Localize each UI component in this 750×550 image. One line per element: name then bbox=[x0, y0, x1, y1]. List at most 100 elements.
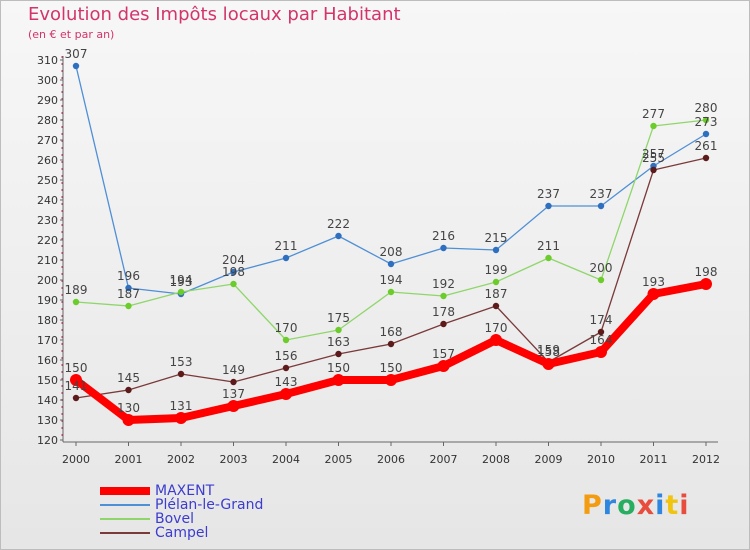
data-point bbox=[492, 302, 500, 310]
x-tick-label: 2007 bbox=[430, 453, 458, 466]
chart-title: Evolution des Impôts locaux par Habitant bbox=[28, 4, 401, 25]
logo-letter: r bbox=[602, 490, 618, 521]
x-tick-label: 2004 bbox=[272, 453, 300, 466]
data-point bbox=[230, 268, 237, 276]
y-tick-label: 200 bbox=[37, 274, 58, 287]
data-point bbox=[650, 122, 657, 130]
legend-swatch-campel bbox=[100, 532, 150, 534]
data-label: 187 bbox=[117, 287, 140, 301]
data-label: 149 bbox=[222, 363, 245, 377]
data-label: 208 bbox=[380, 245, 403, 259]
data-point bbox=[702, 154, 710, 162]
y-tick-label: 270 bbox=[37, 134, 58, 147]
data-point bbox=[230, 378, 237, 386]
data-point bbox=[177, 370, 185, 378]
data-point bbox=[335, 350, 342, 358]
data-label: 130 bbox=[117, 401, 140, 415]
data-label: 280 bbox=[695, 101, 718, 115]
y-tick-label: 240 bbox=[37, 194, 58, 207]
data-label: 178 bbox=[432, 305, 455, 319]
data-label: 153 bbox=[170, 355, 193, 369]
logo-letter: x bbox=[636, 490, 656, 521]
y-tick-label: 280 bbox=[37, 114, 58, 127]
data-label: 261 bbox=[695, 139, 718, 153]
data-label: 200 bbox=[590, 261, 613, 275]
data-point bbox=[335, 232, 342, 240]
y-tick-label: 120 bbox=[37, 434, 58, 447]
data-point bbox=[282, 254, 290, 262]
y-tick-label: 210 bbox=[37, 254, 58, 267]
data-label: 150 bbox=[327, 361, 350, 375]
data-label: 143 bbox=[275, 375, 298, 389]
data-label: 174 bbox=[590, 313, 613, 327]
data-label: 277 bbox=[642, 107, 665, 121]
y-tick-label: 140 bbox=[37, 394, 58, 407]
data-point bbox=[437, 360, 450, 372]
data-label: 222 bbox=[327, 217, 350, 231]
y-tick-label: 260 bbox=[37, 154, 58, 167]
data-label: 156 bbox=[275, 349, 298, 363]
data-point bbox=[177, 288, 185, 296]
data-label: 164 bbox=[590, 333, 613, 347]
data-point bbox=[385, 374, 397, 386]
data-label: 193 bbox=[170, 275, 193, 289]
legend-swatch-bovel bbox=[100, 518, 150, 520]
x-tick-label: 2006 bbox=[377, 453, 405, 466]
series-line-Plélan-le-Grand bbox=[75, 65, 707, 295]
data-label: 273 bbox=[695, 115, 718, 129]
data-point bbox=[440, 292, 447, 300]
legend-label-plelan: Plélan-le-Grand bbox=[155, 497, 264, 513]
data-label: 159 bbox=[537, 343, 560, 357]
data-point bbox=[72, 298, 80, 306]
data-label: 145 bbox=[117, 371, 140, 385]
data-point bbox=[125, 284, 132, 292]
data-point bbox=[335, 326, 342, 334]
data-point bbox=[595, 346, 607, 358]
data-label: 157 bbox=[432, 347, 455, 361]
data-point bbox=[702, 116, 710, 124]
data-label: 199 bbox=[485, 263, 508, 277]
data-label: 237 bbox=[537, 187, 560, 201]
logo-letter: o bbox=[617, 490, 637, 521]
data-label: 168 bbox=[380, 325, 403, 339]
proxiti-logo: Proxiti bbox=[582, 490, 690, 521]
data-point bbox=[230, 280, 237, 288]
data-point bbox=[125, 386, 132, 394]
data-point bbox=[597, 202, 605, 210]
chart-subtitle: (en € et par an) bbox=[28, 28, 115, 41]
data-label: 196 bbox=[117, 269, 140, 283]
data-label: 237 bbox=[590, 187, 613, 201]
data-point bbox=[597, 328, 605, 336]
data-label: 257 bbox=[642, 147, 665, 161]
data-point bbox=[545, 254, 552, 262]
data-label: 163 bbox=[327, 335, 350, 349]
data-label: 131 bbox=[170, 399, 193, 413]
data-point bbox=[332, 374, 345, 386]
data-point bbox=[492, 278, 500, 286]
data-point bbox=[700, 278, 712, 290]
data-point bbox=[440, 320, 447, 328]
data-label: 194 bbox=[380, 273, 403, 287]
data-point bbox=[282, 336, 290, 344]
logo-letter: t bbox=[665, 490, 680, 521]
data-point bbox=[282, 364, 290, 372]
data-point bbox=[387, 288, 395, 296]
x-tick-label: 2008 bbox=[482, 453, 510, 466]
y-tick-label: 230 bbox=[37, 214, 58, 227]
data-label: 204 bbox=[222, 253, 245, 267]
legend-swatch-maxent bbox=[100, 487, 150, 495]
data-label: 198 bbox=[695, 265, 718, 279]
legend-label-bovel: Bovel bbox=[155, 511, 194, 527]
data-point bbox=[597, 276, 605, 284]
data-label: 137 bbox=[222, 387, 245, 401]
data-label: 198 bbox=[222, 265, 245, 279]
x-tick-label: 2003 bbox=[220, 453, 248, 466]
data-label: 150 bbox=[380, 361, 403, 375]
data-label: 158 bbox=[537, 345, 560, 359]
data-point bbox=[542, 358, 555, 370]
data-label: 194 bbox=[170, 273, 193, 287]
data-point bbox=[702, 130, 710, 138]
y-tick-label: 170 bbox=[37, 334, 58, 347]
legend-label-campel: Campel bbox=[155, 525, 209, 541]
